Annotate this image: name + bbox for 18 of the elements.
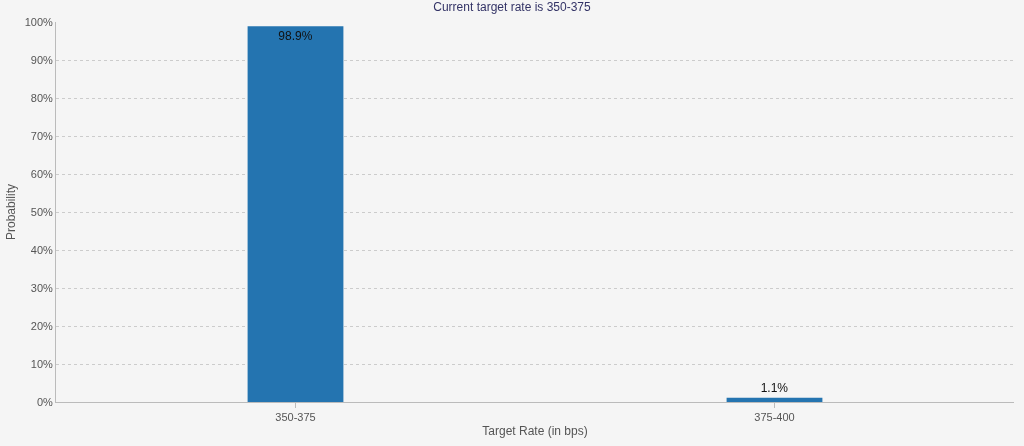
y-tick-label: 30% <box>30 281 53 294</box>
y-tick-label: 80% <box>30 91 53 104</box>
y-tick-label: 0% <box>36 395 54 408</box>
data-label: 1.1% <box>760 380 789 395</box>
y-tick-label: 100% <box>24 15 54 28</box>
y-tick-label: 60% <box>30 167 53 180</box>
y-axis-title: Probability <box>3 183 18 241</box>
data-label: 98.9% <box>278 29 313 44</box>
y-tick-label: 70% <box>30 129 53 142</box>
x-tick-label: 350-375 <box>275 411 316 424</box>
x-tick-label: 375-400 <box>754 411 795 424</box>
chart-title: Current target rate is 350-375 <box>433 0 592 14</box>
y-tick-label: 40% <box>30 243 53 256</box>
y-tick-label: 50% <box>30 205 53 218</box>
y-tick-label: 10% <box>30 357 53 370</box>
y-tick-label: 90% <box>30 53 53 66</box>
x-axis-title: Target Rate (in bps) <box>482 424 588 439</box>
y-tick-label: 20% <box>30 319 53 332</box>
